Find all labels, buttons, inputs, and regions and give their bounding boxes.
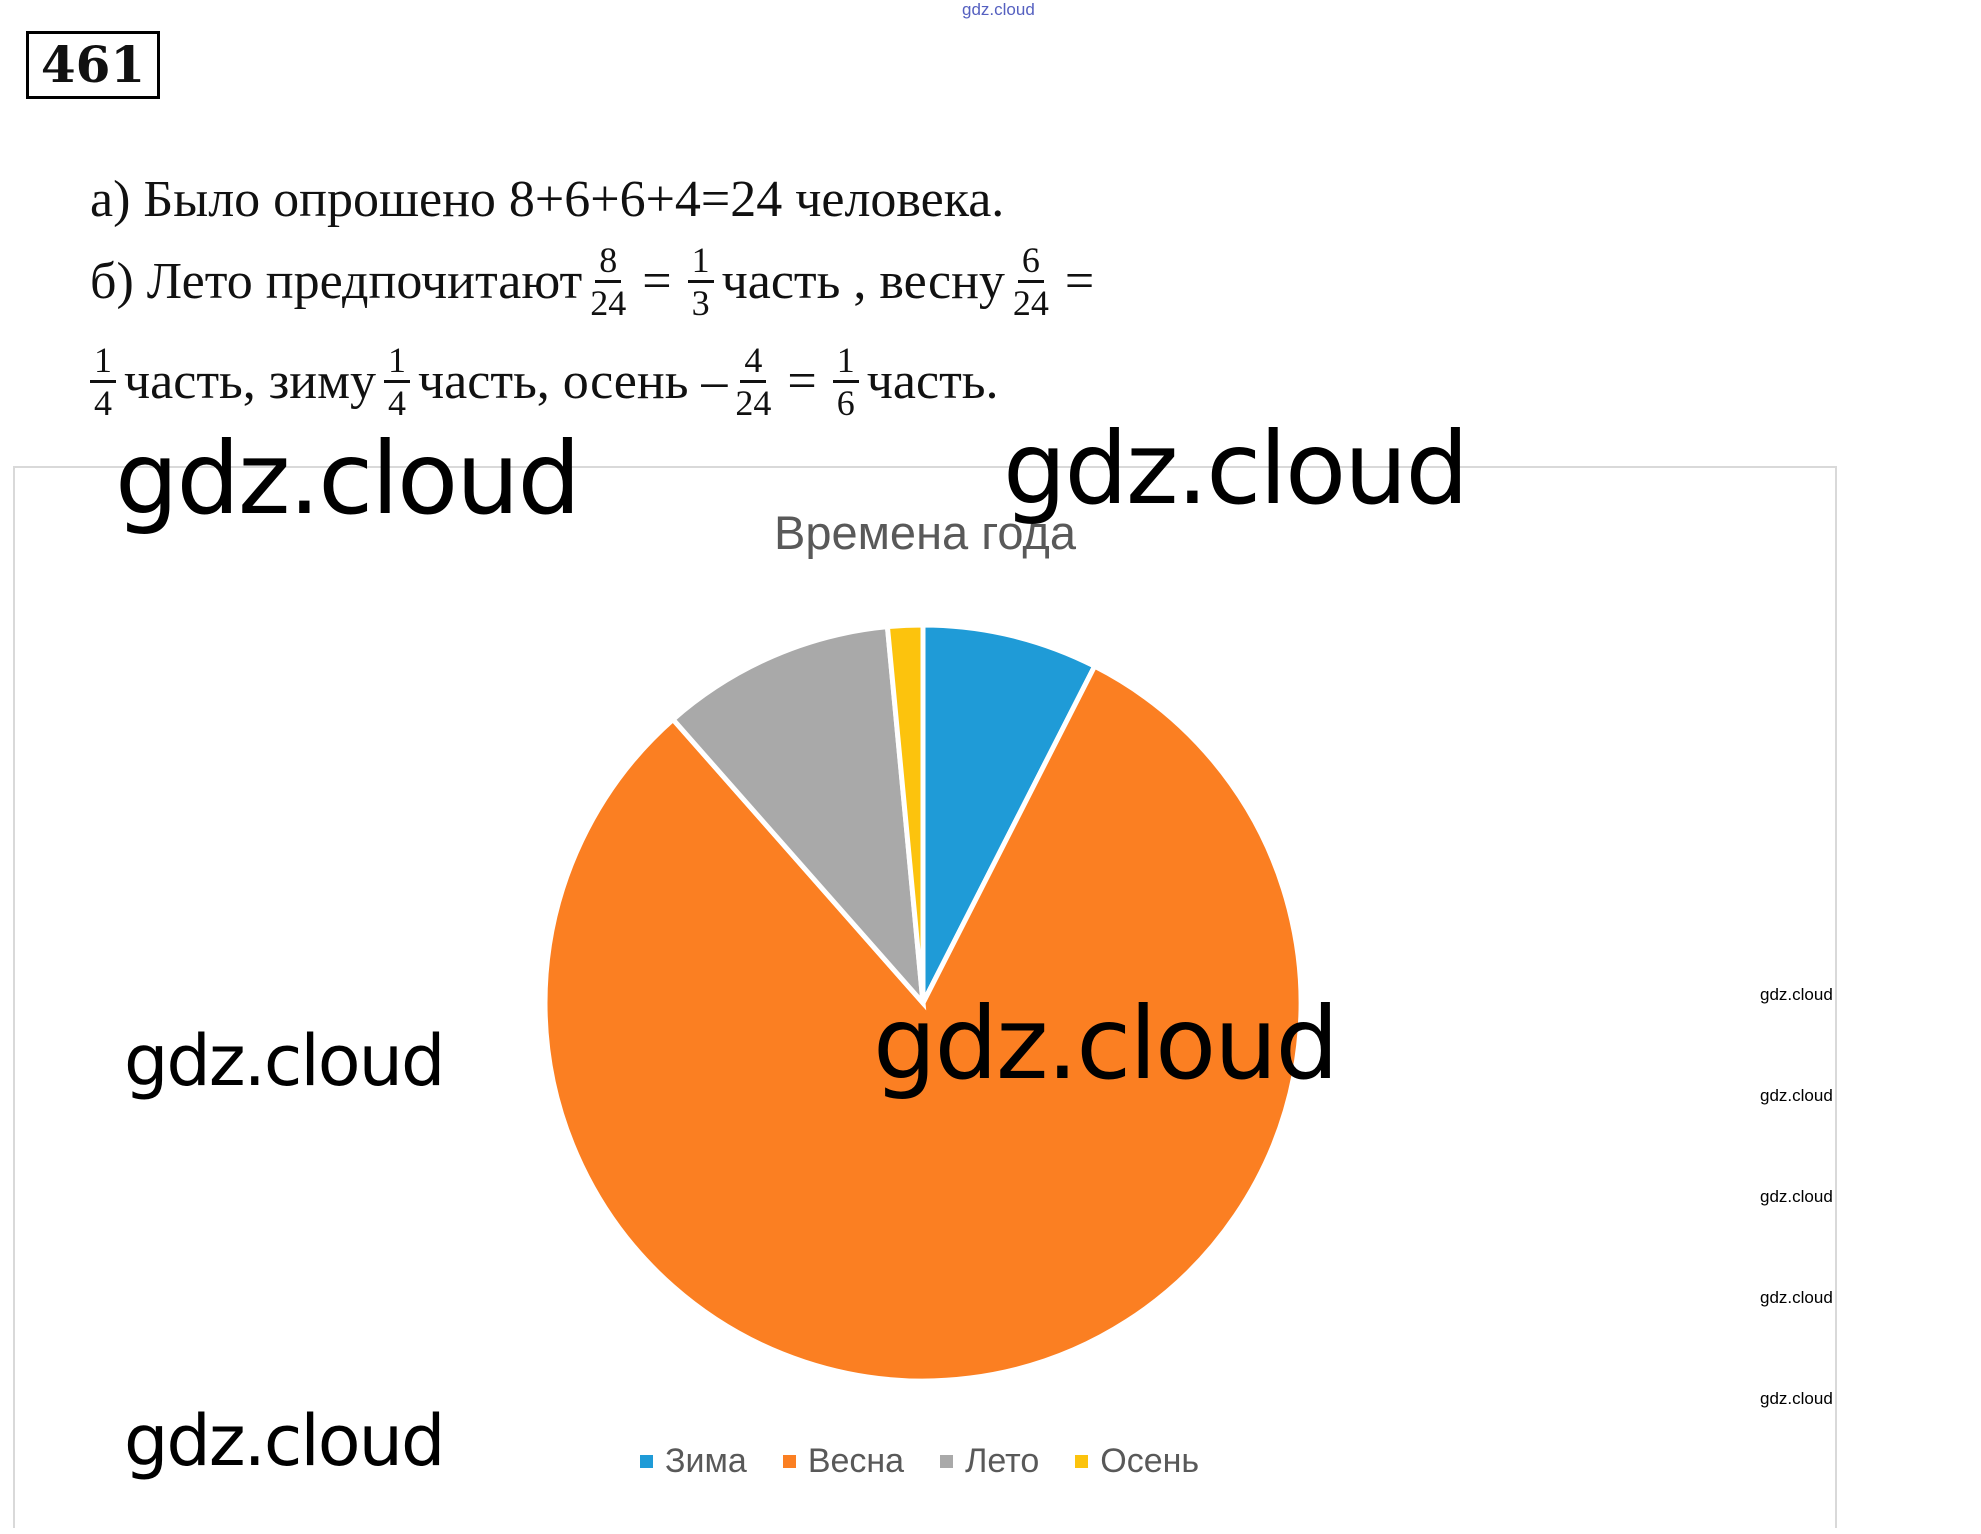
text: часть, осень –: [418, 353, 728, 410]
numerator: 4: [740, 340, 767, 383]
text: часть, зиму: [124, 353, 377, 410]
numerator: 1: [384, 340, 411, 383]
text: б) Лето предпочитают: [90, 253, 583, 310]
top-watermark: gdz.cloud: [962, 0, 1035, 19]
watermark: gdz.cloud: [124, 1400, 445, 1482]
watermark: gdz.cloud: [873, 985, 1339, 1102]
small-watermark: gdz.cloud: [1760, 1288, 1833, 1307]
equals: =: [1064, 253, 1095, 310]
equals: =: [642, 253, 672, 310]
denominator: 24: [1012, 283, 1049, 323]
pie-slice-Лето: [669, 623, 927, 1011]
denominator: 24: [590, 283, 627, 323]
watermark: gdz.cloud: [124, 1020, 445, 1102]
text: часть.: [866, 353, 999, 410]
small-watermark: gdz.cloud: [1760, 1389, 1833, 1408]
watermark: gdz.cloud: [1003, 410, 1469, 527]
denominator: 4: [388, 383, 407, 423]
legend-swatch: [640, 1455, 653, 1468]
small-watermark: gdz.cloud: [1760, 1086, 1833, 1105]
numerator: 1: [90, 340, 116, 383]
legend-item: Весна: [782, 1442, 905, 1481]
pie-slice-Весна: [542, 662, 1304, 1384]
pie-slice-Зима: [920, 622, 1098, 1005]
denominator: 4: [94, 383, 112, 423]
legend-label: Весна: [807, 1442, 905, 1480]
chart-frame: [13, 466, 1837, 1528]
denominator: 3: [691, 283, 710, 323]
legend-item: Осень: [1075, 1442, 1199, 1481]
numerator: 1: [832, 340, 859, 383]
legend-label: Зима: [665, 1442, 747, 1480]
equals: =: [787, 353, 817, 410]
fraction: 8 24: [590, 240, 626, 323]
line-a: а) Было опрошено 8+6+6+4=24 человека.: [90, 171, 1005, 228]
fraction: 6 24: [1013, 240, 1049, 323]
legend-swatch: [940, 1455, 954, 1468]
small-watermark: gdz.cloud: [1760, 1187, 1833, 1206]
fraction: 4 24: [735, 340, 771, 423]
problem-number: 461: [26, 31, 160, 99]
numerator: 6: [1017, 240, 1044, 283]
numerator: 1: [687, 240, 714, 283]
legend-label: Лето: [965, 1442, 1040, 1480]
legend-swatch: [1075, 1455, 1089, 1468]
denominator: 24: [735, 383, 772, 423]
watermark: gdz.cloud: [115, 420, 581, 537]
denominator: 6: [836, 383, 855, 423]
pie-slice-Осень: [884, 622, 926, 1004]
numerator: 8: [595, 240, 622, 283]
legend-label: Осень: [1100, 1442, 1200, 1480]
small-watermark: gdz.cloud: [1760, 985, 1833, 1004]
chart-title: Времена года: [773, 506, 1076, 559]
text: часть , весну: [721, 253, 1005, 310]
chart-legend: Зима Весна Лето Осень: [640, 1442, 1199, 1481]
legend-item: Зима: [640, 1442, 747, 1481]
legend-swatch: [782, 1455, 796, 1468]
legend-item: Лето: [940, 1442, 1039, 1481]
